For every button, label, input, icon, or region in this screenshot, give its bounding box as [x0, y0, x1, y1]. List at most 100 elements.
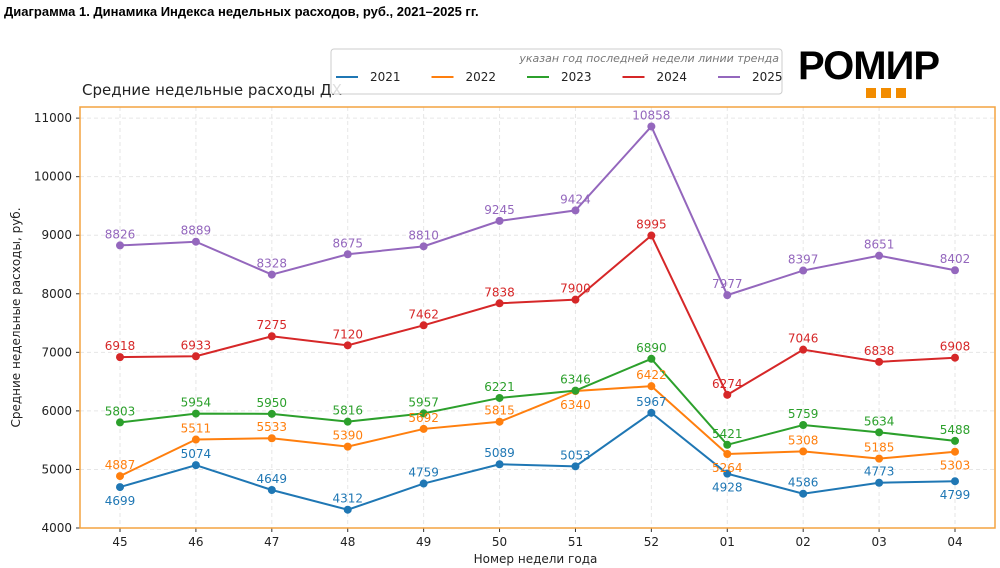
- data-label: 7046: [788, 332, 819, 346]
- data-point: [799, 421, 808, 430]
- data-point: [419, 242, 428, 251]
- data-point: [419, 424, 428, 433]
- data-label: 5954: [181, 396, 212, 410]
- data-point: [571, 462, 580, 471]
- data-point: [343, 250, 352, 259]
- data-point: [495, 460, 504, 469]
- data-label: 8675: [332, 236, 363, 250]
- data-point: [799, 489, 808, 498]
- data-point: [799, 447, 808, 456]
- legend: [330, 48, 783, 95]
- data-point: [951, 266, 959, 275]
- data-point: [647, 382, 656, 391]
- data-point: [343, 505, 352, 514]
- data-point: [647, 408, 656, 417]
- data-label: 4649: [257, 472, 288, 486]
- data-label: 5759: [788, 407, 819, 421]
- data-point: [495, 393, 504, 402]
- data-label: 6918: [105, 339, 136, 353]
- data-point: [267, 434, 276, 443]
- figure-title: Диаграмма 1. Динамика Индекса недельных …: [4, 4, 479, 19]
- y-tick-label: 9000: [41, 228, 72, 242]
- data-label: 5815: [484, 404, 515, 418]
- data-label: 6274: [712, 377, 743, 391]
- data-label: 8826: [105, 227, 136, 241]
- data-label: 6346: [560, 373, 591, 387]
- data-point: [951, 353, 959, 362]
- data-label: 5089: [484, 446, 515, 460]
- y-tick-label: 7000: [41, 345, 72, 359]
- x-tick-label: 46: [188, 535, 203, 549]
- data-label: 4887: [105, 458, 136, 472]
- y-tick-label: 10000: [34, 170, 72, 184]
- data-label: 7838: [484, 285, 515, 299]
- data-label: 5533: [257, 420, 288, 434]
- data-label: 6221: [484, 380, 515, 394]
- data-label: 7462: [408, 307, 439, 321]
- series-line-2023: [119, 357, 956, 446]
- data-label: 5803: [105, 404, 136, 418]
- data-label: 8651: [864, 238, 895, 252]
- y-tick-label: 11000: [34, 111, 72, 125]
- data-label: 5488: [940, 423, 971, 437]
- legend-title: указан год последней недели линии тренда: [518, 52, 779, 65]
- data-point: [343, 442, 352, 451]
- data-point: [191, 409, 200, 418]
- data-point: [116, 353, 124, 362]
- logo-square: [866, 88, 876, 98]
- data-point: [267, 409, 276, 418]
- y-tick-label: 6000: [41, 404, 72, 418]
- data-label: 5816: [332, 404, 363, 418]
- data-label: 5634: [864, 414, 895, 428]
- y-tick-label: 4000: [41, 521, 72, 535]
- data-point: [723, 469, 732, 478]
- data-point: [723, 291, 732, 300]
- data-label: 9245: [484, 203, 515, 217]
- plot-frame: [79, 106, 996, 529]
- data-point: [875, 454, 884, 463]
- data-label: 7900: [560, 282, 591, 296]
- data-label: 5421: [712, 427, 743, 441]
- data-label: 5053: [560, 448, 591, 462]
- data-label: 6422: [636, 368, 667, 382]
- data-label: 4312: [332, 492, 363, 506]
- data-label: 4928: [712, 481, 743, 495]
- data-label: 6908: [940, 340, 971, 354]
- data-point: [799, 345, 808, 354]
- x-tick-label: 47: [264, 535, 279, 549]
- x-tick-label: 49: [416, 535, 431, 549]
- data-label: 5185: [864, 441, 895, 455]
- y-tick-label: 5000: [41, 462, 72, 476]
- data-point: [116, 483, 124, 492]
- data-point: [951, 436, 959, 445]
- data-label: 6838: [864, 344, 895, 358]
- legend-label: 2021: [370, 70, 401, 84]
- x-tick-label: 01: [720, 535, 735, 549]
- series-line-2025: [119, 124, 956, 297]
- data-label: 8328: [257, 257, 288, 271]
- data-label: 4773: [864, 465, 895, 479]
- data-label: 6340: [560, 398, 591, 412]
- data-point: [495, 417, 504, 426]
- data-point: [799, 266, 808, 275]
- data-label: 8889: [181, 224, 212, 238]
- series-line-2024: [119, 233, 956, 397]
- data-label: 5303: [940, 459, 971, 473]
- data-point: [951, 447, 959, 456]
- data-point: [875, 357, 884, 366]
- data-point: [723, 449, 732, 458]
- data-label: 9424: [560, 192, 591, 206]
- data-label: 5957: [408, 395, 439, 409]
- data-label: 5950: [257, 396, 288, 410]
- x-tick-label: 51: [568, 535, 583, 549]
- y-tick-label: 8000: [41, 287, 72, 301]
- data-label: 6890: [636, 341, 667, 355]
- data-point: [419, 479, 428, 488]
- data-point: [571, 206, 580, 215]
- data-point: [647, 354, 656, 363]
- data-label: 7977: [712, 277, 743, 291]
- data-point: [191, 461, 200, 470]
- legend-label: 2024: [657, 70, 688, 84]
- data-point: [647, 122, 656, 131]
